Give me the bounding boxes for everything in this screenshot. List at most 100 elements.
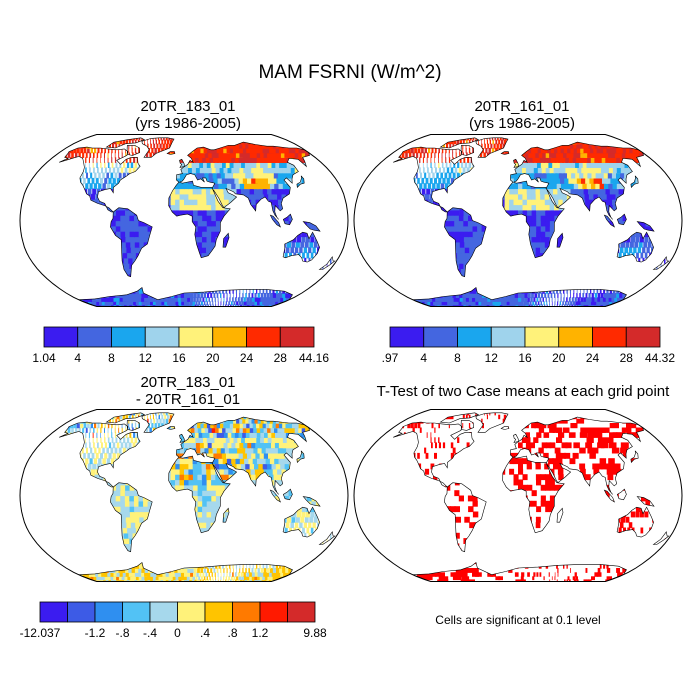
panel-title-line1: 20TR_183_01 bbox=[140, 98, 236, 115]
coastline-iceland bbox=[166, 426, 176, 430]
coastline-greenland bbox=[141, 137, 175, 158]
coastline-uk bbox=[179, 433, 186, 443]
coastline-arctic-islands bbox=[439, 137, 480, 149]
coastline-new-guinea bbox=[302, 496, 321, 507]
coastline-antarctica bbox=[78, 286, 293, 307]
colorbar-tick-label: 1.2 bbox=[252, 626, 269, 640]
coastline-south-america bbox=[444, 207, 487, 278]
coastline-north-america bbox=[393, 421, 475, 488]
colorbar-swatch bbox=[39, 601, 68, 623]
colorbar-tick-label: 44.16 bbox=[299, 351, 329, 365]
coastline-baffin bbox=[460, 420, 475, 431]
colorbar-difference: -12.037 -1.2 -.8 -.4 0 .4 .8 1.2 9.88 bbox=[20, 601, 327, 640]
coastline-borneo bbox=[282, 213, 293, 226]
colorbar-tick-label: .97 bbox=[382, 351, 399, 365]
colorbar-tick-label: 20 bbox=[206, 351, 220, 365]
coastline-uk bbox=[513, 433, 520, 443]
coastline-north-america bbox=[59, 146, 141, 213]
coastline-arctic-islands bbox=[439, 412, 480, 424]
coastline-borneo bbox=[282, 488, 293, 501]
coastline-antarctica bbox=[412, 286, 627, 307]
coastline-antarctica bbox=[412, 561, 627, 582]
colorbar-tick-label: 24 bbox=[240, 351, 254, 365]
colorbar-tick-label: -.8 bbox=[115, 626, 129, 640]
colorbar-swatch bbox=[122, 601, 151, 623]
map-frame bbox=[353, 134, 683, 307]
map-frame bbox=[19, 409, 349, 582]
map-panel-ttest bbox=[353, 409, 683, 582]
coastline-new-guinea bbox=[636, 221, 655, 232]
colorbar-tick-label: 9.88 bbox=[303, 626, 327, 640]
colorbar-tick-label: -.4 bbox=[143, 626, 157, 640]
panel-title-bottom-right: T-Test of two Case means at each grid po… bbox=[346, 383, 700, 400]
coastline-borneo bbox=[616, 488, 627, 501]
colorbar-swatch bbox=[204, 601, 233, 623]
coastline-africa-eurasia bbox=[502, 416, 644, 534]
colorbar-swatch bbox=[246, 326, 281, 348]
colorbar-tick-label: 8 bbox=[454, 351, 461, 365]
colorbar-tick-label: .4 bbox=[200, 626, 210, 640]
map-panel-case2 bbox=[353, 134, 683, 307]
panel-title-line1: T-Test of two Case means at each grid po… bbox=[376, 383, 670, 400]
panel-title-bottom-left: 20TR_183_01 - 20TR_161_01 bbox=[28, 374, 348, 408]
colorbar-swatch bbox=[43, 326, 79, 348]
coastline-arctic-islands bbox=[105, 412, 146, 424]
coastline-uk bbox=[179, 158, 186, 168]
coastline-north-america bbox=[393, 146, 475, 213]
map-panel-difference bbox=[19, 409, 349, 582]
colorbar-swatch bbox=[279, 326, 315, 348]
colorbar-tick-label: 28 bbox=[274, 351, 288, 365]
colorbar-swatch bbox=[77, 326, 112, 348]
coastline-africa-eurasia bbox=[168, 141, 310, 259]
colorbar-tick-label: 16 bbox=[518, 351, 532, 365]
coastline-australia bbox=[616, 231, 654, 263]
colorbar-swatch bbox=[94, 601, 123, 623]
map-frame bbox=[19, 134, 349, 307]
coastlines bbox=[393, 137, 670, 307]
colorbar-swatch bbox=[178, 326, 214, 348]
coastline-australia bbox=[616, 506, 654, 538]
coastline-africa-eurasia bbox=[168, 416, 310, 534]
coastline-new-zealand bbox=[318, 531, 336, 545]
colorbar-swatch bbox=[212, 326, 247, 348]
colorbar-swatch bbox=[592, 326, 627, 348]
colorbar-tick-label: 16 bbox=[172, 351, 186, 365]
colorbar-swatch bbox=[457, 326, 492, 348]
coastline-iceland bbox=[166, 151, 176, 155]
colorbar-swatch bbox=[287, 601, 316, 623]
colorbar-swatch bbox=[490, 326, 526, 348]
colorbar-tick-label: 4 bbox=[420, 351, 427, 365]
coastline-new-zealand bbox=[652, 531, 670, 545]
coastline-south-america bbox=[110, 207, 153, 278]
colorbar-swatch bbox=[177, 601, 206, 623]
coastline-north-america bbox=[59, 421, 141, 488]
coastline-antarctica bbox=[78, 561, 293, 582]
coastline-japan bbox=[630, 175, 639, 189]
coastline-japan bbox=[296, 450, 305, 464]
coastline-sumatra bbox=[603, 489, 615, 503]
coastlines bbox=[59, 412, 336, 582]
colorbar-swatch bbox=[232, 601, 261, 623]
colorbar-case2: .97 4 8 12 16 20 24 28 44.32 bbox=[382, 326, 675, 365]
coastline-baffin bbox=[126, 145, 141, 156]
coastlines bbox=[393, 412, 670, 582]
colorbar-swatch bbox=[389, 326, 425, 348]
colorbar-tick-label: -1.2 bbox=[85, 626, 106, 640]
coastline-madagascar bbox=[222, 507, 230, 523]
coastline-new-guinea bbox=[636, 496, 655, 507]
colorbar-swatch bbox=[111, 326, 146, 348]
colorbar-swatch bbox=[524, 326, 560, 348]
coastline-iceland bbox=[500, 151, 510, 155]
colorbar-tick-label: 12 bbox=[139, 351, 153, 365]
coastline-new-zealand bbox=[652, 256, 670, 270]
colorbar-swatch bbox=[259, 601, 288, 623]
coastline-madagascar bbox=[556, 232, 564, 248]
panel-title-line2: (yrs 1986-2005) bbox=[469, 115, 575, 132]
coastline-iceland bbox=[500, 426, 510, 430]
coastline-madagascar bbox=[222, 232, 230, 248]
coastline-japan bbox=[630, 450, 639, 464]
colorbar-tick-label: -12.037 bbox=[20, 626, 61, 640]
colorbar-tick-label: 4 bbox=[74, 351, 81, 365]
colorbar-tick-label: 24 bbox=[586, 351, 600, 365]
colorbar-tick-label: 1.04 bbox=[32, 351, 56, 365]
